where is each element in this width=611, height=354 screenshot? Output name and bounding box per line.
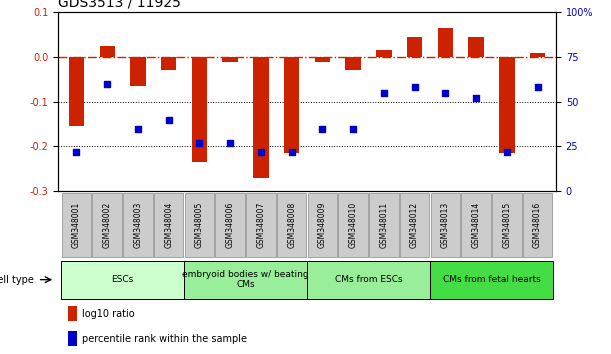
FancyBboxPatch shape <box>277 193 306 257</box>
Bar <box>284 57 299 153</box>
FancyBboxPatch shape <box>62 193 91 257</box>
Text: GSM348003: GSM348003 <box>133 201 142 248</box>
Bar <box>345 57 361 70</box>
Bar <box>530 53 545 57</box>
Bar <box>469 37 484 57</box>
Text: ESCs: ESCs <box>111 275 134 284</box>
Text: CMs from fetal hearts: CMs from fetal hearts <box>442 275 540 284</box>
Text: GSM348001: GSM348001 <box>72 202 81 248</box>
FancyBboxPatch shape <box>184 261 307 299</box>
Text: GSM348002: GSM348002 <box>103 202 112 248</box>
Bar <box>161 57 177 70</box>
FancyBboxPatch shape <box>492 193 522 257</box>
FancyBboxPatch shape <box>123 193 153 257</box>
Bar <box>376 50 392 57</box>
Bar <box>69 57 84 126</box>
FancyBboxPatch shape <box>308 193 337 257</box>
Text: GSM348006: GSM348006 <box>225 201 235 248</box>
FancyBboxPatch shape <box>461 193 491 257</box>
FancyBboxPatch shape <box>307 261 430 299</box>
Bar <box>499 57 514 153</box>
Point <box>379 90 389 96</box>
Point <box>133 126 143 131</box>
Bar <box>315 57 330 62</box>
Bar <box>407 37 422 57</box>
Text: cell type: cell type <box>0 275 34 285</box>
Text: GSM348015: GSM348015 <box>502 202 511 248</box>
Bar <box>437 28 453 57</box>
Text: GSM348013: GSM348013 <box>441 202 450 248</box>
FancyBboxPatch shape <box>523 193 552 257</box>
Text: GSM348005: GSM348005 <box>195 201 204 248</box>
Point <box>318 126 327 131</box>
Point <box>348 126 358 131</box>
Point <box>102 81 112 87</box>
Text: GSM348014: GSM348014 <box>472 202 481 248</box>
Bar <box>100 46 115 57</box>
Text: GSM348009: GSM348009 <box>318 201 327 248</box>
FancyBboxPatch shape <box>61 261 184 299</box>
Point <box>287 149 296 155</box>
Point <box>410 85 420 90</box>
Text: log10 ratio: log10 ratio <box>82 309 134 319</box>
Bar <box>192 57 207 162</box>
Point <box>533 85 543 90</box>
Text: GDS3513 / 11925: GDS3513 / 11925 <box>58 0 181 10</box>
FancyBboxPatch shape <box>400 193 430 257</box>
Text: GSM348011: GSM348011 <box>379 202 389 248</box>
FancyBboxPatch shape <box>185 193 214 257</box>
Text: embryoid bodies w/ beating
CMs: embryoid bodies w/ beating CMs <box>182 270 309 289</box>
Point <box>471 95 481 101</box>
Point <box>194 140 204 146</box>
Point <box>71 149 81 155</box>
FancyBboxPatch shape <box>246 193 276 257</box>
Text: GSM348012: GSM348012 <box>410 202 419 248</box>
FancyBboxPatch shape <box>154 193 183 257</box>
Bar <box>68 306 77 321</box>
Point <box>164 117 174 122</box>
FancyBboxPatch shape <box>430 261 553 299</box>
Point <box>502 149 512 155</box>
Text: GSM348008: GSM348008 <box>287 202 296 248</box>
Text: GSM348010: GSM348010 <box>349 202 357 248</box>
FancyBboxPatch shape <box>338 193 368 257</box>
Point <box>256 149 266 155</box>
Text: GSM348007: GSM348007 <box>257 201 265 248</box>
Bar <box>253 57 269 178</box>
Point <box>225 140 235 146</box>
Bar <box>68 331 77 346</box>
FancyBboxPatch shape <box>431 193 460 257</box>
Bar <box>222 57 238 62</box>
Text: GSM348004: GSM348004 <box>164 201 173 248</box>
Text: GSM348016: GSM348016 <box>533 202 542 248</box>
Text: percentile rank within the sample: percentile rank within the sample <box>82 333 247 344</box>
FancyBboxPatch shape <box>216 193 245 257</box>
Point <box>441 90 450 96</box>
FancyBboxPatch shape <box>92 193 122 257</box>
Text: CMs from ESCs: CMs from ESCs <box>335 275 402 284</box>
Bar <box>130 57 145 86</box>
FancyBboxPatch shape <box>369 193 398 257</box>
